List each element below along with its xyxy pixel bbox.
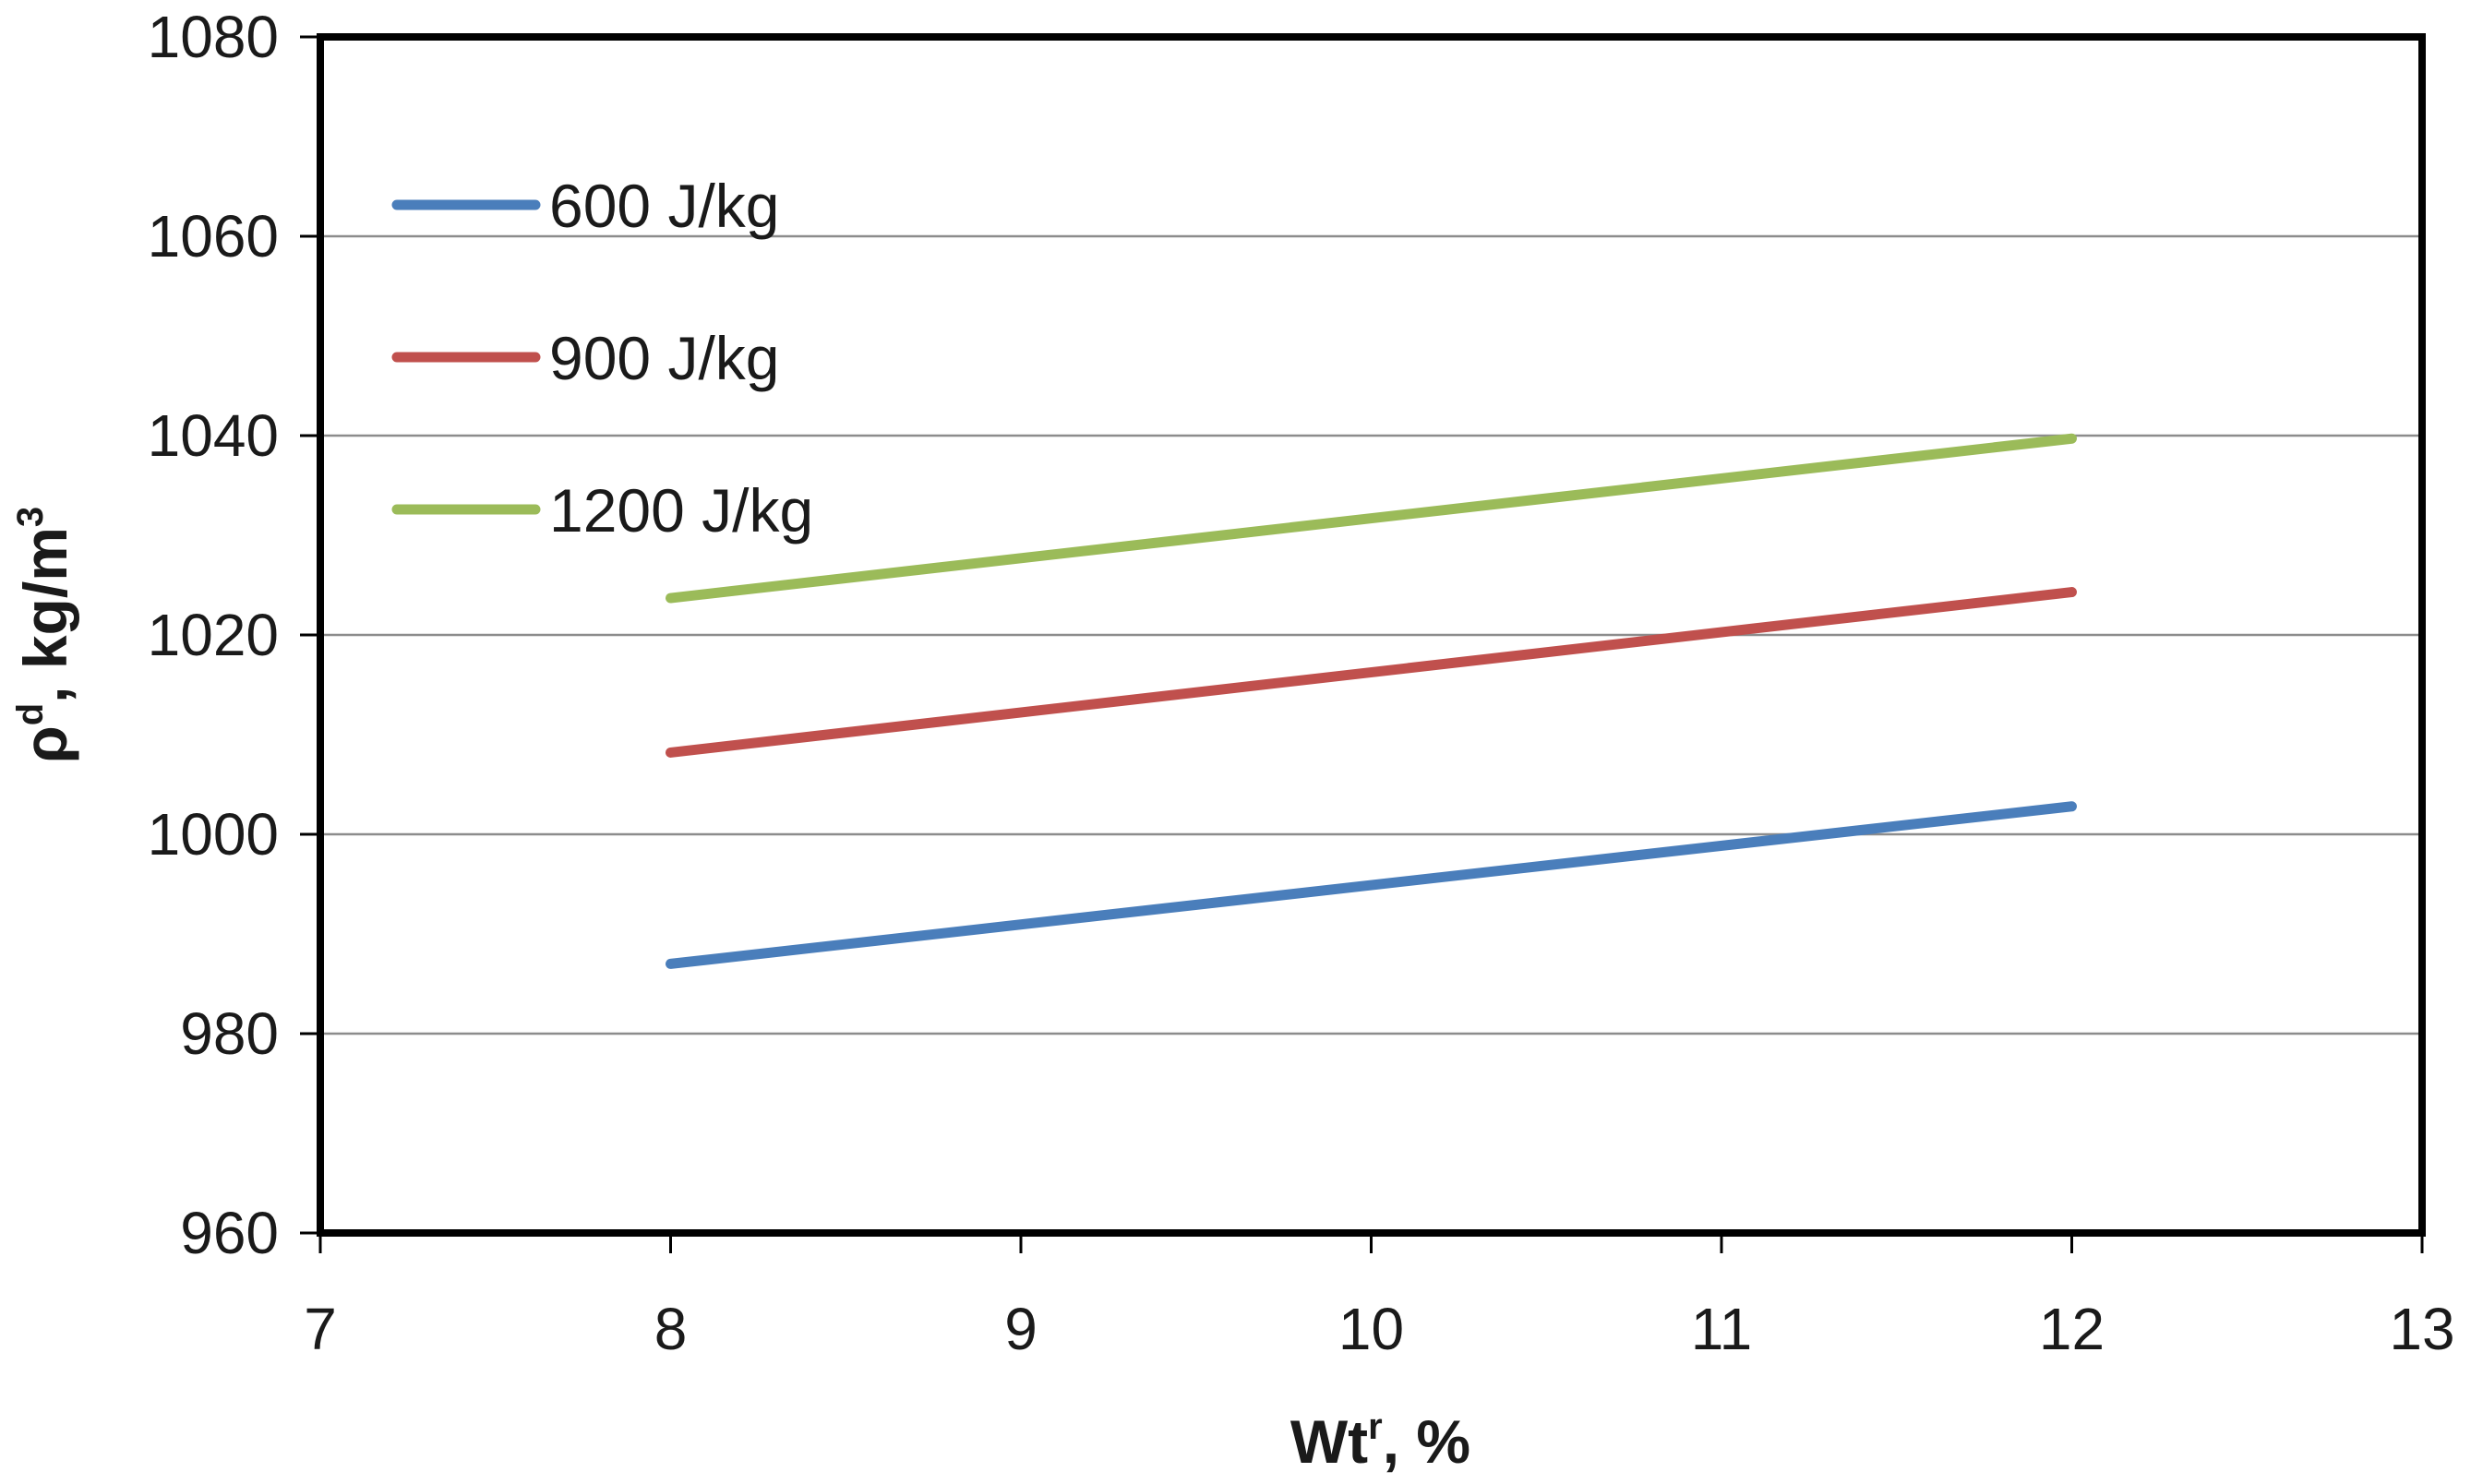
x-tick-label-13: 13 [2389,1296,2454,1362]
x-tick-label-9: 9 [1004,1296,1038,1362]
x-tick-label-8: 8 [654,1296,688,1362]
series-lines [666,433,2077,969]
series-line-2 [666,587,2077,758]
x-tick-label-10: 10 [1338,1296,1404,1362]
y-tick-label-1020: 1020 [148,602,279,668]
x-tick-label-11: 11 [1691,1296,1752,1362]
y-tick-label-980: 980 [180,1000,279,1067]
axes: 960 980 1000 1020 1040 1060 1080 7 8 9 10 11 12 13 [148,4,2455,1362]
y-tick-label-960: 960 [180,1200,279,1266]
legend-label-1: 600 J/kg [549,172,780,240]
legend: 600 J/kg 900 J/kg 1200 J/kg [391,172,813,545]
y-tick-label-1040: 1040 [148,402,279,469]
x-tick-label-12: 12 [2039,1296,2105,1362]
y-axis-title: ρd, kg/m3 [10,507,79,763]
x-tick-label-7: 7 [304,1296,337,1362]
legend-label-3: 1200 J/kg [549,476,813,545]
y-tick-label-1080: 1080 [148,4,279,70]
series-line-3 [666,433,2077,604]
y-tick-label-1000: 1000 [148,801,279,868]
x-axis-title: Wtr, % [1290,1406,1470,1476]
series-line-1 [666,801,2077,969]
legend-label-2: 900 J/kg [549,324,780,392]
y-tick-label-1060: 1060 [148,203,279,269]
